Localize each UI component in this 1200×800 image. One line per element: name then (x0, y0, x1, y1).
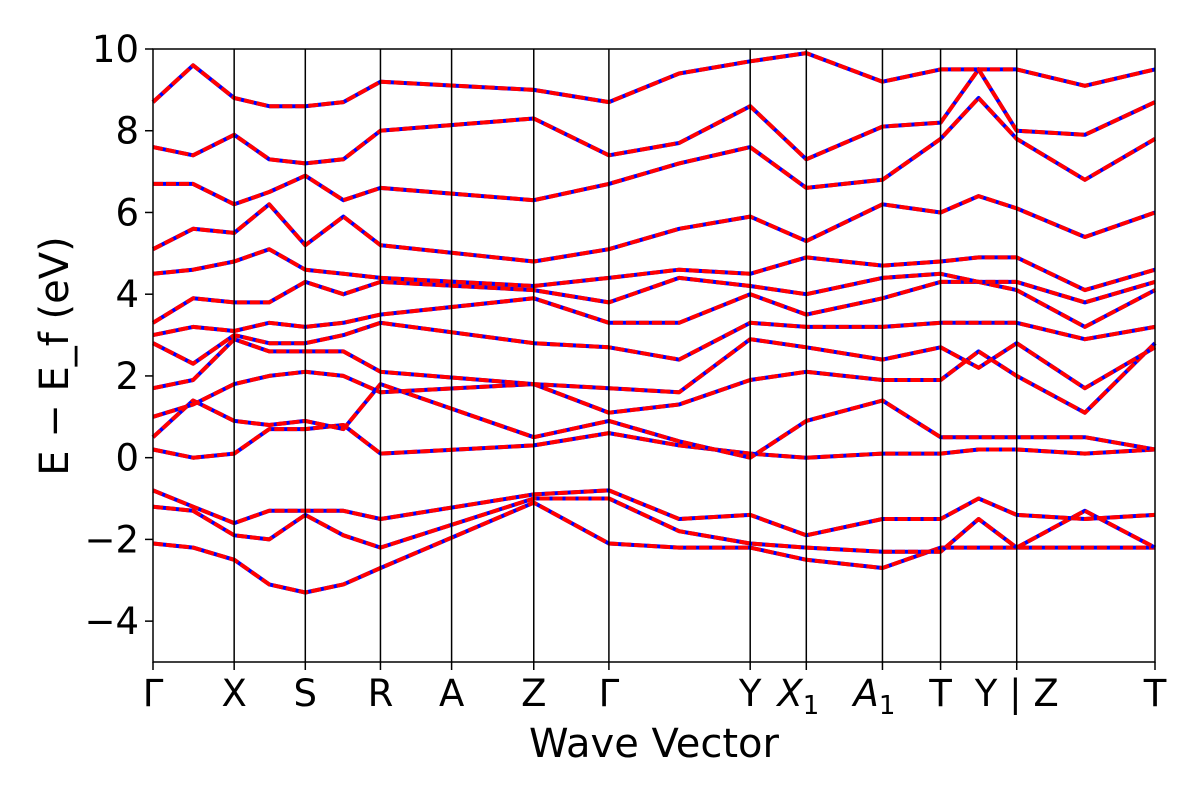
kpoint-label-8: X1 (775, 672, 819, 721)
band-line-red-12 (153, 96, 1157, 207)
kpoint-separators (233, 49, 1018, 662)
x-axis-label: Wave Vector (529, 721, 780, 767)
band-line-blue-2 (152, 488, 1156, 538)
band-lines (151, 51, 1157, 595)
x-axis-kpoint-labels: Γ X S R A Z Γ Y X1 A1 T Y | Z T (143, 662, 1167, 721)
band-line-red-0 (152, 500, 1155, 595)
band-line-blue-6 (152, 337, 1157, 395)
kpoint-label-4: A (439, 672, 464, 715)
band-line-red-5 (152, 341, 1157, 419)
y-tick-label: 8 (115, 110, 139, 153)
kpoint-label-1: X (221, 672, 246, 715)
band-line-red-11 (152, 194, 1156, 264)
kpoint-label-12: T (1143, 672, 1167, 715)
band-line-red-13 (152, 67, 1156, 166)
y-tick-label: 2 (115, 355, 139, 398)
kpoint-label-9: A1 (852, 672, 896, 721)
kpoint-label-10: T (928, 672, 952, 715)
band-line-red-14 (151, 51, 1156, 109)
y-axis-ticks: 10 8 6 4 2 0 −2 −4 (84, 28, 153, 643)
band-line-red-7 (152, 320, 1156, 366)
y-axis-label: E − E_f (eV) (32, 236, 78, 475)
kpoint-label-7: Y (738, 672, 762, 715)
y-tick-label: 0 (115, 437, 139, 480)
plot-frame (152, 48, 1156, 663)
kpoint-label-5: Z (521, 672, 546, 715)
band-line-blue-1 (152, 496, 1156, 554)
kpoint-label-0: Γ (143, 672, 164, 715)
band-line-red-6 (152, 337, 1157, 395)
kpoint-label-11: Y | Z (974, 672, 1059, 715)
y-tick-label: 6 (115, 191, 139, 234)
y-tick-label: 10 (92, 28, 139, 71)
band-line-red-1 (152, 496, 1156, 554)
band-line-red-9 (151, 271, 1156, 325)
kpoint-label-6: Γ (599, 672, 620, 715)
band-line-red-10 (152, 247, 1156, 293)
band-line-red-2 (152, 488, 1156, 538)
y-tick-label: 4 (115, 273, 139, 316)
band-line-blue-14 (151, 51, 1156, 109)
y-tick-label: −4 (84, 600, 139, 643)
band-line-red-8 (152, 279, 1156, 338)
kpoint-label-2: S (294, 672, 318, 715)
band-line-red-3 (152, 423, 1156, 460)
y-tick-label: −2 (84, 518, 139, 561)
kpoint-label-3: R (368, 672, 394, 715)
band-line-red-4 (151, 382, 1156, 460)
